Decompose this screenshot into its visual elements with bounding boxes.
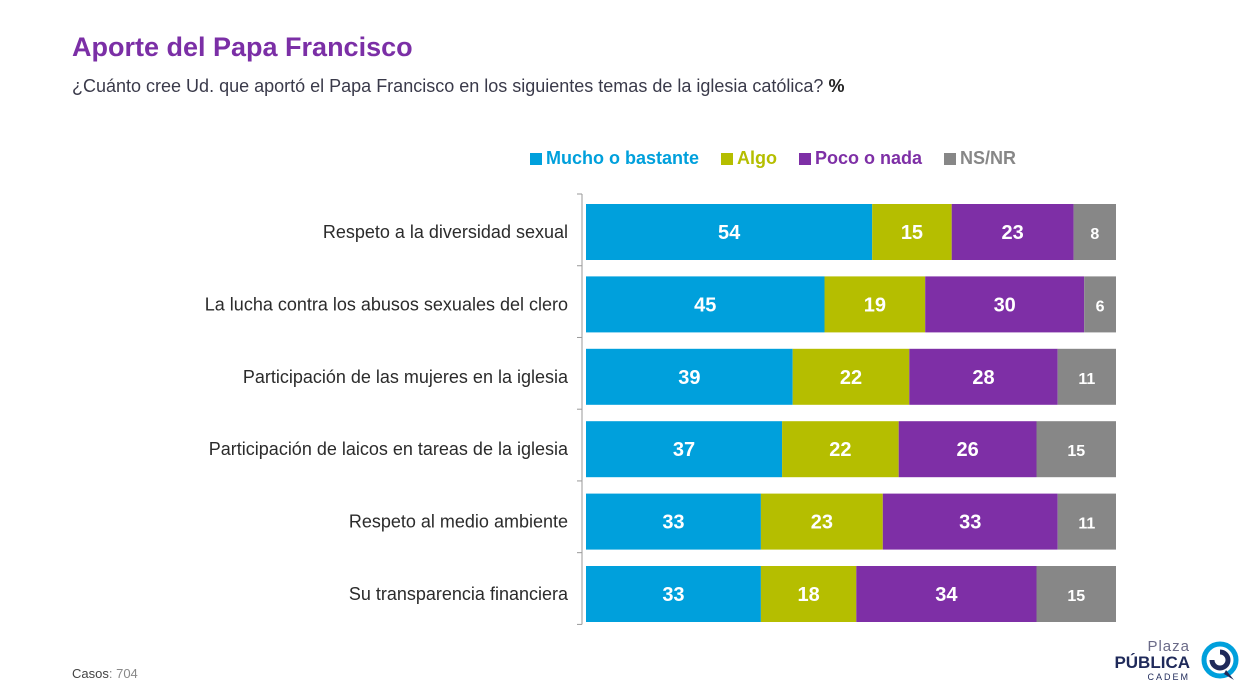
legend-item-0: Mucho o bastante: [530, 148, 699, 169]
bar-segment: [586, 348, 793, 405]
bar-segment: [1036, 566, 1116, 622]
legend-label: Mucho o bastante: [546, 148, 700, 168]
data-label: 19: [864, 294, 886, 316]
bar-segment: [925, 276, 1085, 333]
data-label: 45: [694, 294, 716, 316]
subtitle-text: ¿Cuánto cree Ud. que aportó el Papa Fran…: [72, 76, 824, 96]
bar-segment: [782, 421, 899, 478]
bar-segment: [1057, 348, 1116, 405]
chart-legend: Mucho o bastante Algo Poco o nada NS/NR: [530, 148, 1120, 169]
bar-segment: [951, 204, 1074, 260]
data-label: 33: [959, 512, 981, 534]
data-label: 30: [994, 294, 1016, 316]
legend-swatch: [721, 152, 734, 165]
brand-cadem: CADEM: [1147, 672, 1190, 682]
bar-segment: [882, 493, 1058, 550]
category-label: Participación de las mujeres en la igles…: [243, 367, 569, 387]
cases-value: : 704: [108, 666, 138, 681]
data-label: 15: [1067, 588, 1085, 605]
data-label: 11: [1078, 516, 1095, 533]
data-label: 22: [840, 367, 862, 389]
bar-segment: [824, 276, 926, 333]
bar-segment: [760, 493, 883, 550]
data-label: 23: [811, 512, 833, 534]
bar-segment: [898, 421, 1037, 478]
data-label: 39: [678, 367, 700, 389]
subtitle-unit: %: [828, 76, 845, 96]
legend-swatch: [799, 152, 812, 165]
data-label: 15: [1067, 443, 1085, 460]
data-label: 37: [673, 439, 695, 461]
legend-label: Poco o nada: [815, 148, 923, 168]
legend-swatch: [530, 152, 542, 165]
category-label: La lucha contra los abusos sexuales del …: [205, 294, 568, 314]
bar-segment: [586, 276, 825, 333]
legend-label: NS/NR: [960, 148, 1017, 168]
data-label: 18: [797, 584, 819, 606]
data-label: 54: [718, 222, 741, 244]
data-label: 28: [972, 367, 994, 389]
legend-item-1: Algo: [721, 148, 777, 169]
data-label: 33: [662, 584, 684, 606]
brand-publica: PÚBLICA: [1114, 653, 1190, 672]
data-label: 22: [829, 439, 851, 461]
data-label: 33: [662, 512, 684, 534]
category-label: Su transparencia financiera: [349, 584, 569, 604]
chart-subtitle: ¿Cuánto cree Ud. que aportó el Papa Fran…: [72, 76, 844, 97]
legend-label: Algo: [737, 148, 778, 168]
data-label: 15: [901, 222, 923, 244]
data-label: 6: [1096, 298, 1105, 315]
bar-segment: [586, 493, 761, 550]
cases-note: Casos: 704: [72, 666, 138, 681]
brand-logo: Plaza PÚBLICA CADEM: [1114, 638, 1248, 690]
bar-segment: [792, 348, 910, 405]
bar-segment: [1084, 276, 1116, 333]
speech-bubble-logo-icon: [1201, 641, 1239, 680]
brand-plaza: Plaza: [1147, 638, 1190, 655]
data-label: 8: [1090, 226, 1099, 243]
bar-segment: [872, 204, 952, 260]
data-label: 23: [1002, 222, 1024, 244]
bar-segment: [1073, 204, 1116, 260]
bar-segment: [760, 566, 857, 622]
bar-segment: [1036, 421, 1116, 478]
legend-swatch: [944, 152, 957, 165]
legend-item-3: NS/NR: [944, 148, 1016, 169]
chart-title: Aporte del Papa Francisco: [72, 32, 413, 62]
data-label: 26: [956, 439, 978, 461]
bar-segment: [586, 566, 761, 622]
data-label: 11: [1078, 371, 1095, 388]
cases-label: Casos: [72, 666, 109, 681]
category-label: Respeto al medio ambiente: [349, 512, 568, 532]
legend-item-2: Poco o nada: [799, 148, 922, 169]
bar-segment: [1057, 493, 1116, 550]
bar-segment: [909, 348, 1058, 405]
category-label: Respeto a la diversidad sexual: [323, 222, 568, 242]
category-label: Participación de laicos en tareas de la …: [209, 439, 569, 459]
bar-segment: [586, 421, 783, 478]
bar-segment: [856, 566, 1037, 622]
bar-segment: [586, 204, 873, 260]
data-label: 34: [935, 584, 958, 606]
